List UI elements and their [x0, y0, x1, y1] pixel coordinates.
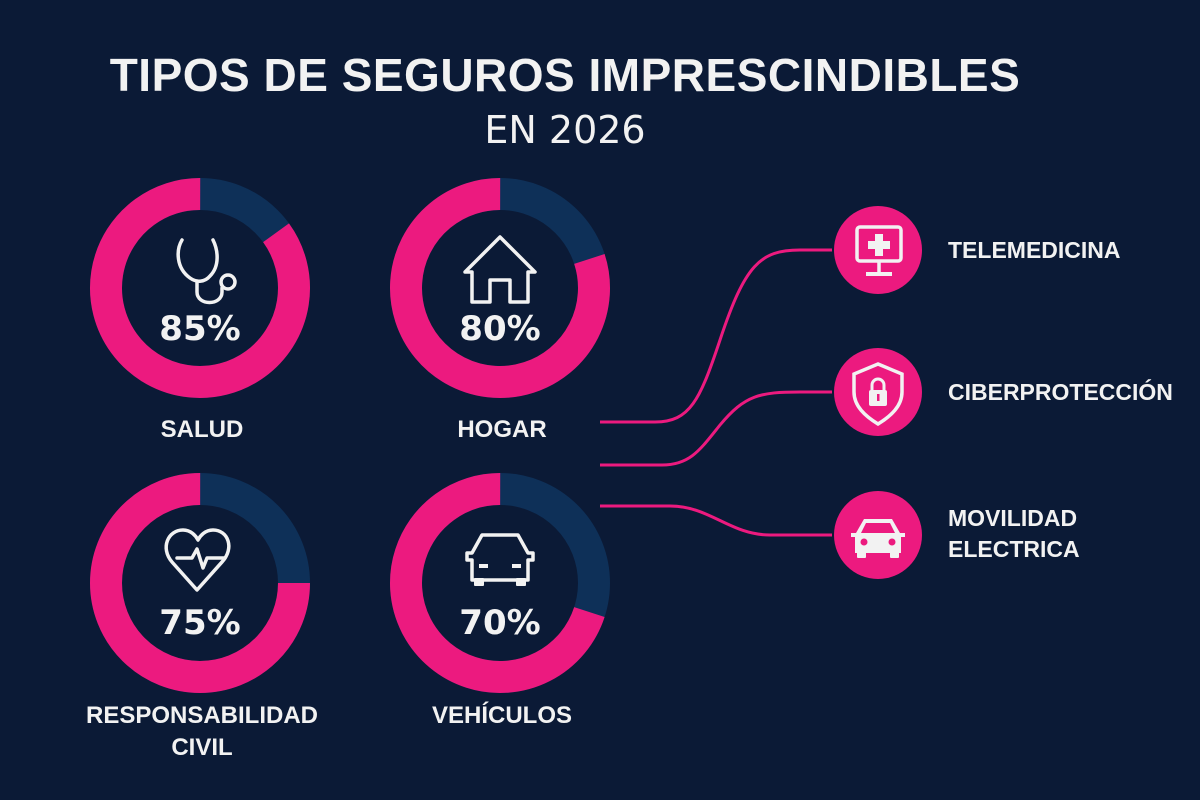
connector-lines — [600, 248, 832, 537]
connector-ciberproteccion — [600, 390, 832, 467]
donut-arc-vehiculos — [390, 473, 610, 693]
hogar-label-text: HOGAR — [457, 416, 547, 443]
page-subtitle: EN 2026 — [484, 108, 646, 152]
shield-lock-icon — [852, 362, 904, 427]
trend-label-movilidad-line2: ELECTRICA — [948, 536, 1080, 562]
stethoscope-icon — [176, 238, 237, 305]
trend-label-telemedicina: TELEMEDICINA — [948, 237, 1121, 263]
responsabilidad-civil-value: 75% — [159, 603, 241, 643]
salud-label: SALUD — [52, 414, 352, 446]
hogar-label: HOGAR — [352, 414, 652, 446]
donut-arc-salud — [90, 178, 310, 398]
vehiculos-label-text: VEHÍCULOS — [431, 702, 572, 729]
connector-movilidad — [600, 504, 832, 537]
vehiculos-label: VEHÍCULOS — [352, 700, 652, 732]
trend-label-ciberproteccion: CIBERPROTECCIÓN — [948, 379, 1173, 405]
monitor-medical-icon — [855, 225, 903, 276]
heart-pulse-icon — [164, 528, 231, 592]
salud-value: 85% — [159, 309, 241, 349]
responsabilidad-civil-label: RESPONSABILIDAD CIVIL — [52, 700, 352, 764]
donut-arc-responsabilidad-civil — [90, 473, 310, 693]
trend-label-movilidad-electrica: MOVILIDAD ELECTRICA — [948, 503, 1080, 565]
car-icon — [851, 519, 905, 558]
salud-label-text: SALUD — [160, 416, 244, 443]
trend-label-movilidad-line1: MOVILIDAD — [948, 505, 1078, 531]
responsabilidad-civil-label-line2: CIVIL — [171, 734, 233, 761]
vehiculos-value: 70% — [459, 603, 541, 643]
house-icon — [463, 235, 537, 304]
car-icon — [465, 533, 535, 586]
responsabilidad-civil-label-line1: RESPONSABILIDAD — [85, 702, 319, 729]
hogar-value: 80% — [459, 309, 541, 349]
page-title: TIPOS DE SEGUROS IMPRESCINDIBLES — [109, 49, 1021, 101]
connector-telemedicina — [600, 248, 832, 424]
donut-arc-hogar — [390, 178, 610, 398]
